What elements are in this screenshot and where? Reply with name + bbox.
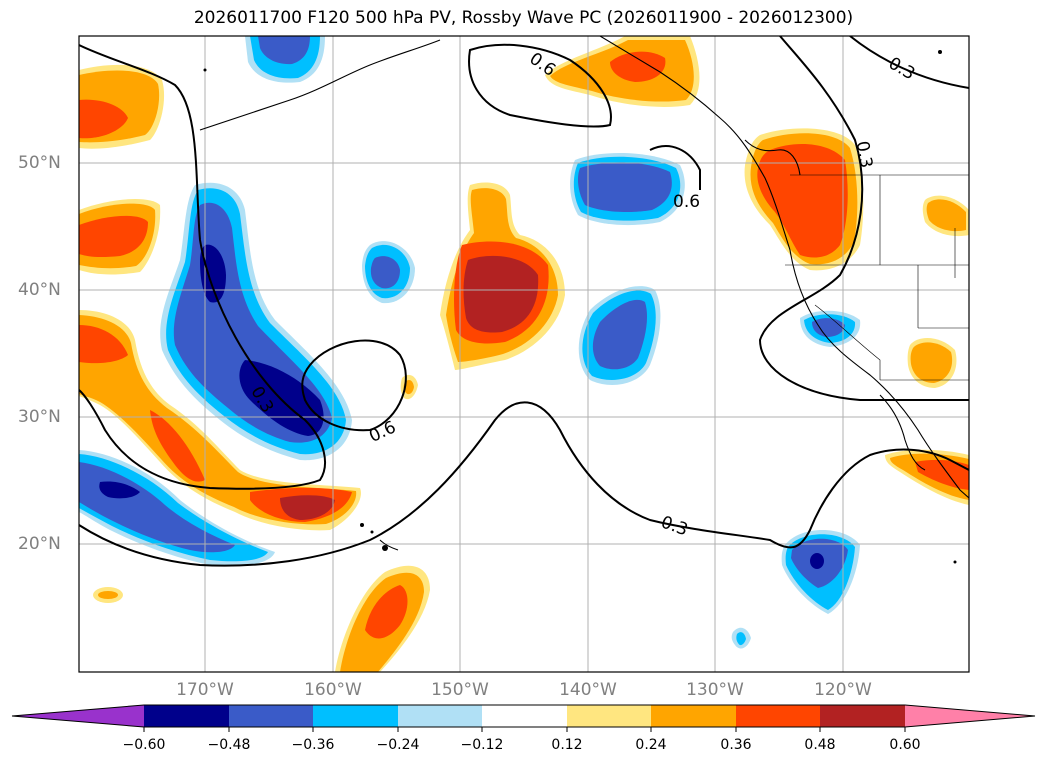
colorbar-tick: 0.36 bbox=[720, 737, 752, 753]
positive-anomaly-east-45n-core bbox=[926, 199, 966, 232]
colorbar-tick: −0.36 bbox=[291, 737, 335, 753]
map-frame bbox=[78, 35, 970, 673]
positive-anomaly-central-40n bbox=[440, 182, 565, 370]
positive-anomaly-gulf-of-alaska bbox=[545, 36, 700, 107]
lat-label: 40°N bbox=[18, 280, 61, 300]
colorbar-extend-high bbox=[905, 705, 1035, 727]
positive-anomaly-south-160w bbox=[335, 565, 430, 672]
lon-label: 150°W bbox=[431, 680, 489, 700]
colorbar-tick: 0.48 bbox=[804, 737, 836, 753]
positive-anomaly-west-45n bbox=[79, 198, 161, 275]
colorbar bbox=[11, 704, 1036, 732]
positive-anomaly-pacific-northwest bbox=[744, 128, 864, 271]
positive-anomaly-mexico-core bbox=[915, 459, 969, 490]
colorbar-tick: −0.12 bbox=[460, 737, 504, 753]
borders bbox=[785, 174, 969, 381]
map-title: 2026011700 F120 500 hPa PV, Rossby Wave … bbox=[193, 8, 854, 28]
colorbar-tick: 0.60 bbox=[889, 737, 921, 753]
lon-label: 140°W bbox=[559, 680, 617, 700]
colorbar-extend-low bbox=[12, 705, 144, 727]
colorbar-tick: −0.48 bbox=[207, 737, 251, 753]
negative-anomaly-southwest bbox=[79, 450, 275, 567]
contour-label: 0.3 bbox=[852, 140, 876, 170]
negative-anomaly-main-band bbox=[160, 182, 352, 461]
lat-label: 30°N bbox=[18, 407, 61, 427]
negative-anomaly-18n bbox=[781, 530, 860, 614]
contour-label: 0.6 bbox=[673, 192, 700, 212]
positive-anomaly-northwest bbox=[79, 64, 165, 149]
islands bbox=[203, 50, 957, 564]
negative-anomaly-north-160w bbox=[245, 36, 325, 83]
lat-label: 20°N bbox=[18, 534, 61, 554]
positive-anomaly-baja-core bbox=[910, 342, 953, 383]
positive-anomaly-subtropical-band bbox=[79, 310, 361, 531]
negative-anomaly-48n bbox=[570, 153, 685, 226]
colorbar-tick: −0.60 bbox=[122, 737, 166, 753]
coastlines bbox=[199, 36, 969, 551]
pc-contours bbox=[79, 36, 969, 567]
lon-label: 160°W bbox=[304, 680, 362, 700]
lon-label: 130°W bbox=[686, 680, 744, 700]
colorbar-tick: −0.24 bbox=[376, 737, 420, 753]
graticule bbox=[79, 36, 969, 672]
lat-label: 50°N bbox=[18, 153, 61, 173]
colorbar-tick: 0.24 bbox=[635, 737, 667, 753]
negative-anomaly-small-41n bbox=[362, 241, 415, 304]
positive-anomaly-small-16n bbox=[93, 587, 123, 603]
map-area: 0.6 0.3 0.6 0.3 0.6 0.3 0.3 bbox=[79, 36, 969, 672]
negative-anomaly-tiny-12n-core bbox=[736, 632, 746, 646]
lon-label: 120°W bbox=[814, 680, 872, 700]
colorbar-tick: 0.12 bbox=[551, 737, 583, 753]
lon-label: 170°W bbox=[176, 680, 234, 700]
negative-anomaly-35n bbox=[578, 286, 661, 385]
